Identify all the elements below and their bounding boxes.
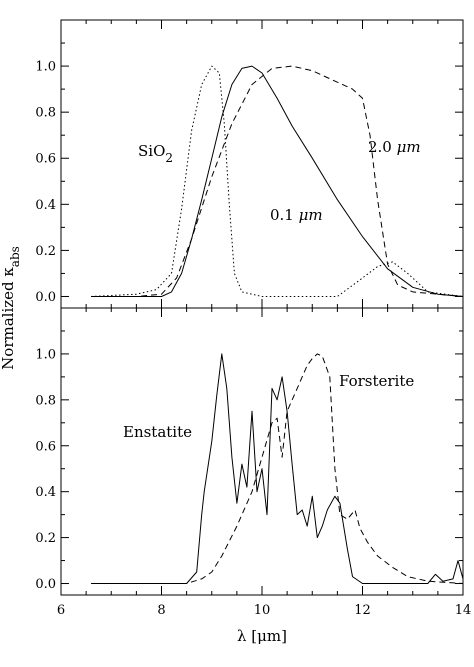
y-axis-title-main: Normalized κ (0, 267, 17, 370)
bottom-ticks: 0.0 0.2 0.4 0.6 0.8 1.0 6 8 10 12 14 (35, 308, 471, 618)
bottom-ytick-label: 0.4 (35, 485, 56, 500)
top-series-0-1-m (91, 65, 464, 297)
bottom-series-forsterite (91, 353, 464, 584)
bottom-ytick-label: 1.0 (35, 347, 56, 362)
annotation-enstatite: Enstatite (123, 423, 192, 441)
bottom-series-enstatite (91, 353, 464, 584)
top-panel: 0.0 0.2 0.4 0.6 0.8 1.0 SiO2 2.0 μm 0.1 μm (35, 19, 464, 309)
annotation-0-1um: 0.1 μm (270, 206, 323, 224)
annotation-forsterite: Forsterite (339, 372, 414, 390)
xtick-label: 10 (254, 603, 271, 618)
top-ticks: 0.0 0.2 0.4 0.6 0.8 1.0 (35, 20, 464, 308)
top-ytick-label: 0.4 (35, 198, 56, 213)
bottom-ytick-label: 0.8 (35, 393, 56, 408)
xtick-label: 8 (157, 603, 165, 618)
top-series-2-0-m (91, 65, 464, 297)
x-axis-title: λ [μm] (237, 627, 287, 645)
y-axis-title-subscript: abs (8, 246, 22, 267)
top-ytick-label: 0.0 (35, 290, 56, 305)
top-ytick-label: 0.8 (35, 106, 56, 121)
bottom-ytick-label: 0.2 (35, 531, 56, 546)
top-ytick-label: 0.2 (35, 244, 56, 259)
xtick-label: 6 (57, 603, 65, 618)
top-ytick-label: 0.6 (35, 152, 56, 167)
bottom-ytick-label: 0.0 (35, 577, 56, 592)
top-ytick-label: 1.0 (35, 60, 56, 75)
top-series-layer (91, 65, 464, 297)
annotation-sio2: SiO2 (138, 142, 173, 165)
xtick-label: 12 (354, 603, 371, 618)
top-series-sio2 (91, 65, 464, 297)
annotation-sio2-subscript: 2 (165, 151, 173, 165)
xtick-label: 14 (455, 603, 472, 618)
bottom-ytick-label: 0.6 (35, 439, 56, 454)
annotation-2um: 2.0 μm (368, 138, 421, 156)
bottom-series-layer (91, 353, 464, 584)
top-panel-frame (60, 19, 464, 309)
bottom-panel-frame (60, 307, 464, 596)
bottom-panel: 0.0 0.2 0.4 0.6 0.8 1.0 6 8 10 12 14 Enstatite For… (35, 307, 471, 618)
y-axis-title: Normalized κabs (0, 246, 22, 370)
